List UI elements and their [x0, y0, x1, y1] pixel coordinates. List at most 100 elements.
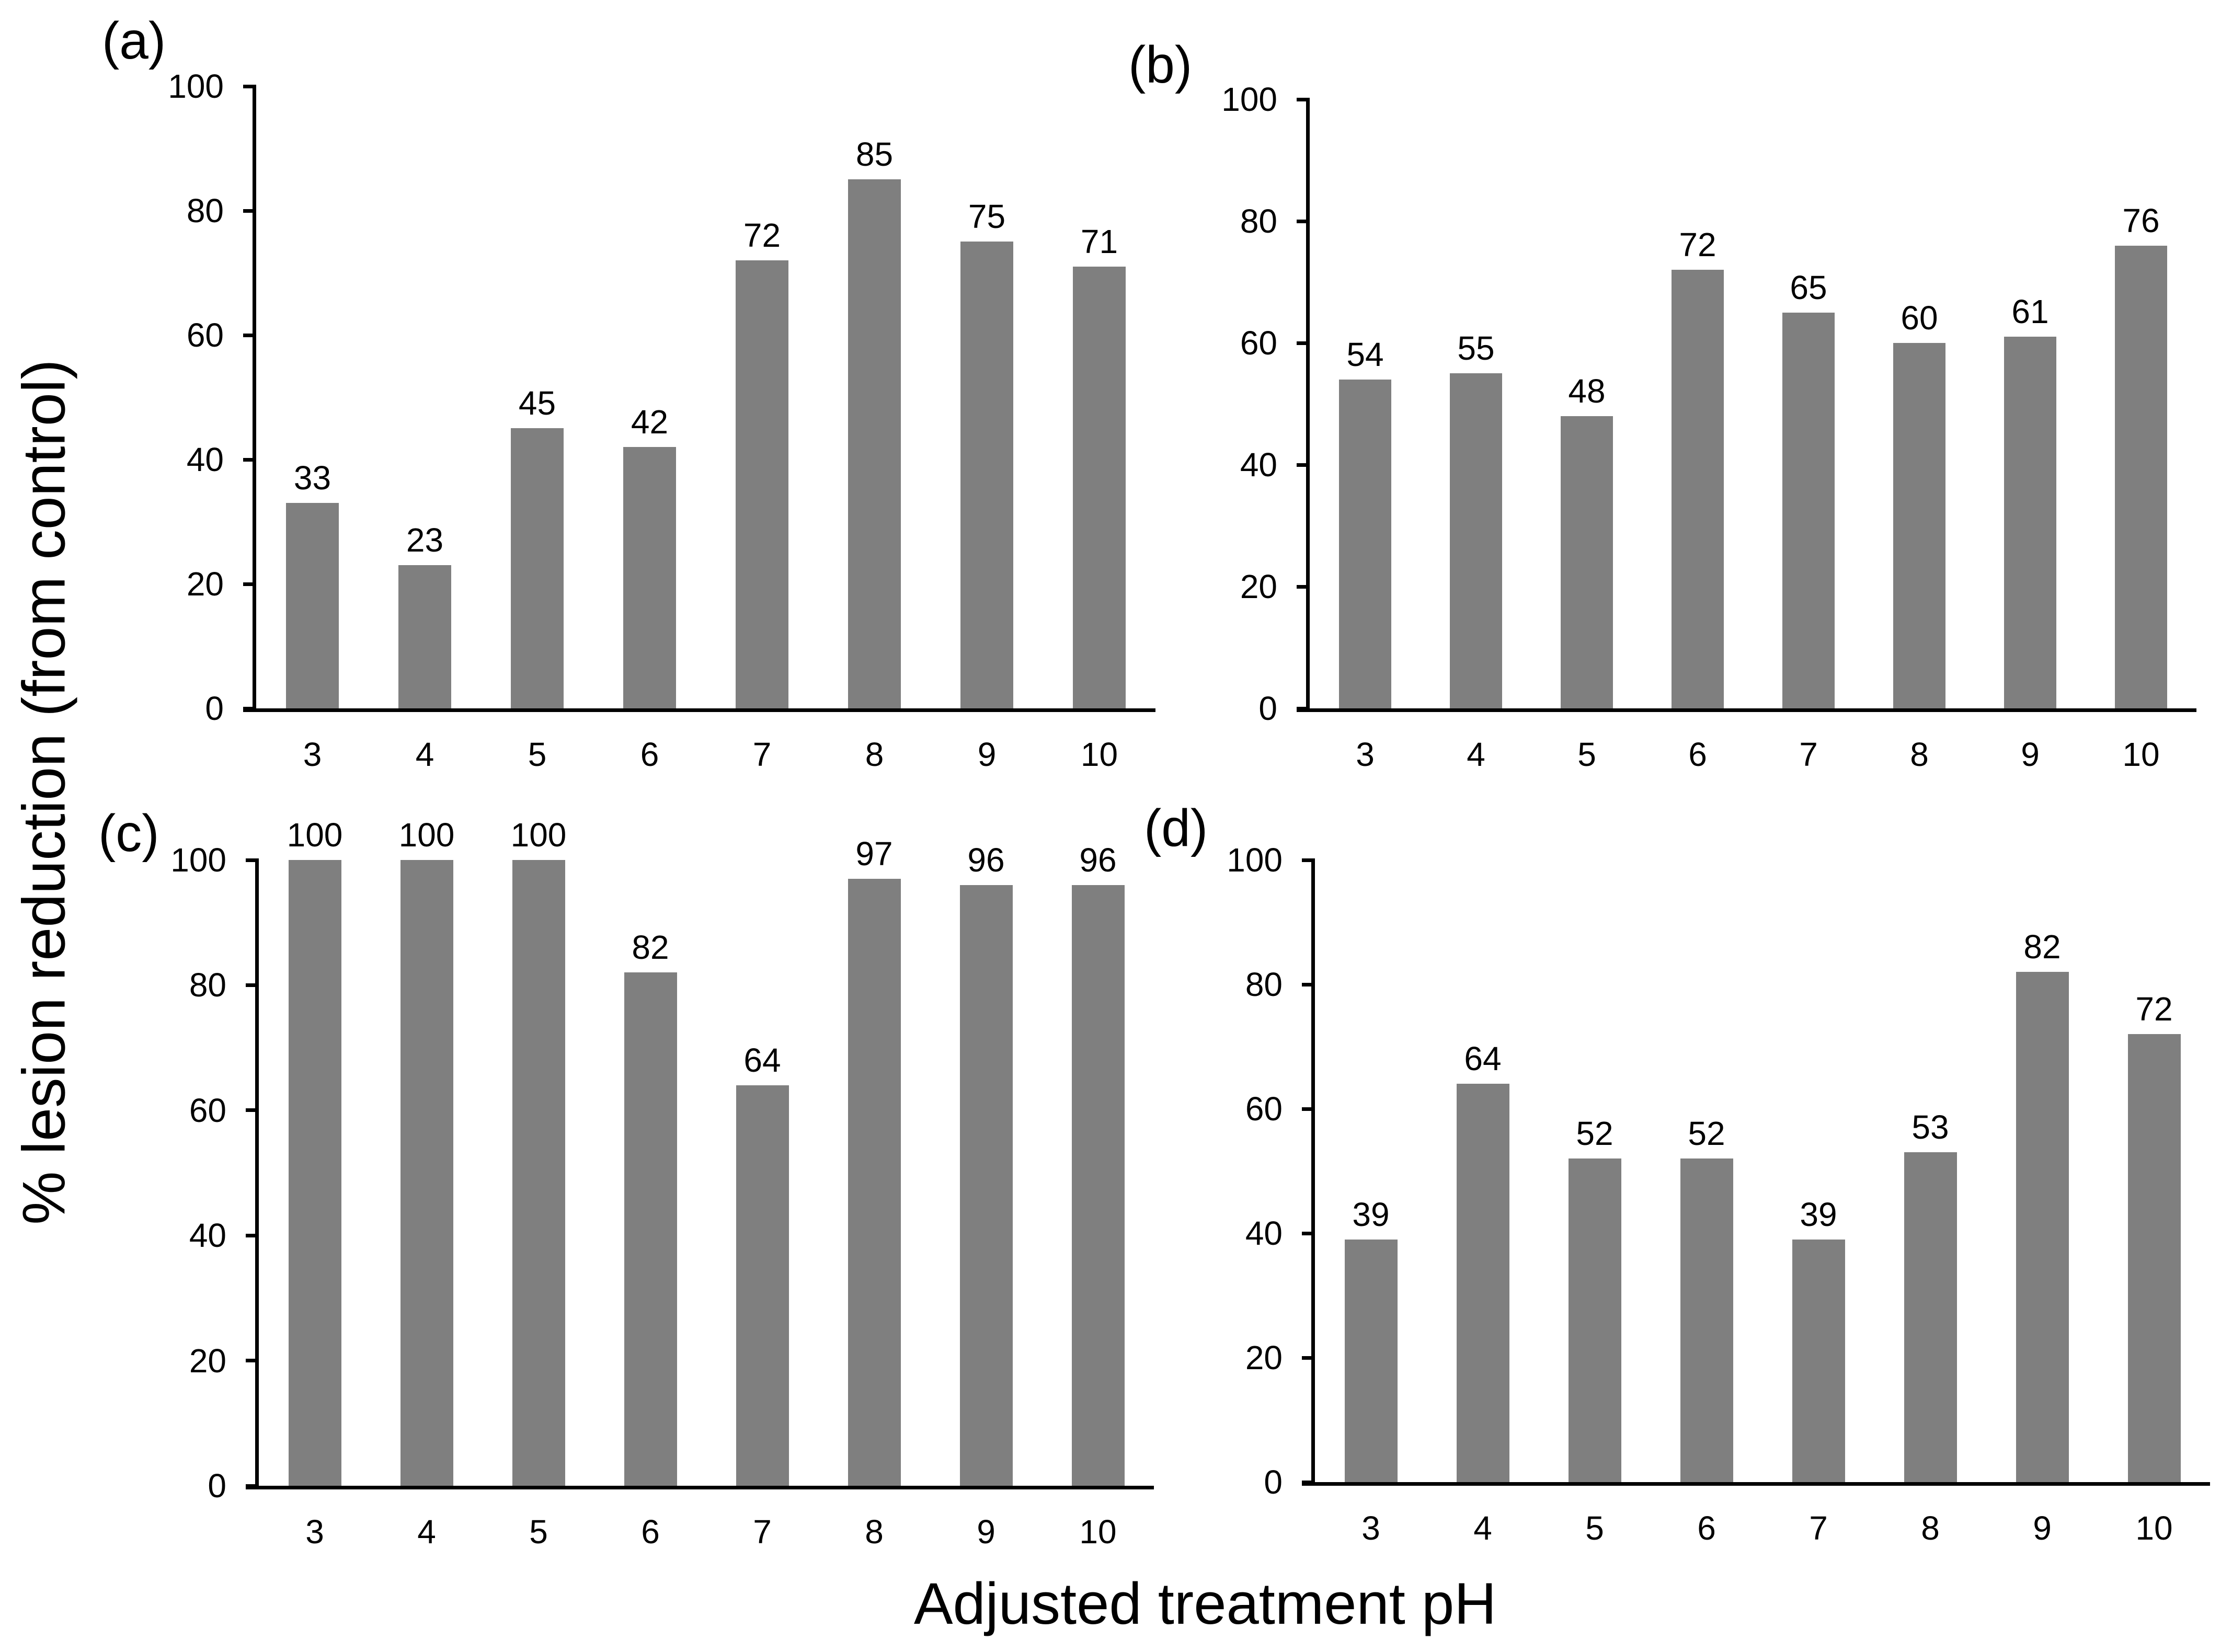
bar-value-label: 65 [1790, 269, 1827, 306]
x-tick-label: 9 [977, 1513, 995, 1551]
x-tick-label: 3 [305, 1513, 324, 1551]
x-tick-label: 4 [417, 1513, 436, 1551]
bar-value-label: 72 [2135, 990, 2173, 1028]
bar [848, 879, 901, 1486]
y-tick-label: 0 [1258, 690, 1277, 727]
bar-value-label: 45 [518, 384, 556, 422]
bar [1345, 1240, 1398, 1482]
bar-value-label: 39 [1352, 1196, 1390, 1233]
bar [1072, 885, 1125, 1486]
y-tick [1297, 585, 1310, 589]
x-tick-label: 9 [2033, 1509, 2052, 1547]
y-tick-label: 40 [1240, 446, 1277, 484]
y-tick [246, 1359, 259, 1362]
y-tick-label: 0 [208, 1467, 226, 1505]
bar-value-label: 61 [2011, 293, 2049, 330]
bar [398, 565, 451, 708]
bar-value-label: 23 [406, 521, 444, 559]
y-tick-label: 60 [189, 1092, 226, 1129]
bar [1073, 267, 1126, 708]
panel-label-a: (a) [102, 12, 166, 70]
y-tick [1302, 858, 1315, 862]
y-tick-label: 80 [186, 192, 224, 230]
bar-value-label: 85 [855, 135, 894, 173]
bar [1450, 373, 1502, 708]
bar [400, 860, 453, 1486]
y-tick-label: 60 [186, 316, 224, 354]
bar [1782, 313, 1835, 708]
x-tick-label: 9 [977, 736, 997, 773]
bar-value-label: 55 [1457, 329, 1495, 367]
y-tick [1297, 98, 1310, 101]
bar-value-label: 64 [1464, 1040, 1502, 1077]
x-tick-label: 8 [1910, 736, 1929, 773]
x-tick-label: 5 [1585, 1509, 1604, 1547]
bar-value-label: 54 [1346, 336, 1384, 373]
x-tick-label: 8 [865, 1513, 884, 1551]
y-tick [246, 983, 259, 987]
x-tick-label: 4 [415, 736, 434, 773]
x-tick-label: 7 [1799, 736, 1818, 773]
bar-value-label: 72 [1679, 226, 1716, 263]
y-tick-label: 80 [189, 966, 226, 1004]
y-tick-label: 80 [1240, 202, 1277, 240]
y-tick [1297, 220, 1310, 223]
y-axis-line [1306, 99, 1310, 708]
y-tick-label: 40 [1245, 1214, 1283, 1252]
x-tick-label: 4 [1467, 736, 1485, 773]
bar [736, 260, 788, 708]
panel-label-b: (b) [1128, 36, 1193, 94]
x-tick-label: 7 [1809, 1509, 1828, 1547]
x-axis-line [1297, 708, 2196, 712]
bar [1561, 416, 1613, 708]
x-tick-label: 6 [1688, 736, 1707, 773]
y-tick [243, 209, 256, 213]
bar-value-label: 33 [293, 459, 331, 497]
bar-value-label: 82 [632, 928, 669, 966]
bar [624, 972, 677, 1486]
x-tick-label: 10 [2135, 1509, 2173, 1547]
x-tick-label: 7 [753, 1513, 772, 1551]
bar [1680, 1158, 1733, 1482]
y-tick-label: 40 [186, 441, 224, 478]
y-tick-label: 100 [168, 67, 224, 105]
bar-value-label: 71 [1080, 223, 1118, 260]
bar [1457, 1084, 1509, 1482]
y-tick [1302, 1232, 1315, 1235]
y-tick [246, 1234, 259, 1237]
x-tick-label: 6 [1697, 1509, 1716, 1547]
x-tick-label: 9 [2021, 736, 2040, 773]
bar [286, 503, 339, 708]
y-tick [1297, 341, 1310, 345]
bar [1672, 270, 1724, 708]
bar [1339, 380, 1391, 708]
bar-value-label: 48 [1568, 372, 1606, 410]
y-tick [1297, 463, 1310, 467]
bar-value-label: 53 [1911, 1108, 1949, 1146]
bar-value-label: 97 [855, 835, 893, 873]
bar [511, 428, 564, 708]
x-tick-label: 3 [1361, 1509, 1380, 1547]
bar-value-label: 82 [2023, 928, 2061, 966]
bar-value-label: 52 [1688, 1115, 1725, 1152]
y-tick-label: 80 [1245, 966, 1283, 1003]
y-tick-label: 100 [1221, 81, 1277, 118]
bar [1569, 1158, 1621, 1482]
bar [1792, 1240, 1845, 1482]
y-tick [1302, 983, 1315, 986]
bar-value-label: 60 [1901, 299, 1938, 337]
bar [960, 242, 1013, 708]
x-axis-line [1302, 1482, 2210, 1486]
bar [736, 1085, 789, 1486]
x-tick-label: 10 [2122, 736, 2160, 773]
bar [2004, 337, 2056, 708]
bar-value-label: 42 [631, 403, 669, 441]
panel-label-d: (d) [1144, 799, 1208, 857]
bar [512, 860, 565, 1486]
bar-value-label: 100 [510, 816, 567, 854]
x-tick-label: 4 [1473, 1509, 1492, 1547]
bar [2016, 972, 2069, 1482]
y-tick [243, 334, 256, 337]
x-axis-title: Adjusted treatment pH [913, 1571, 1497, 1636]
